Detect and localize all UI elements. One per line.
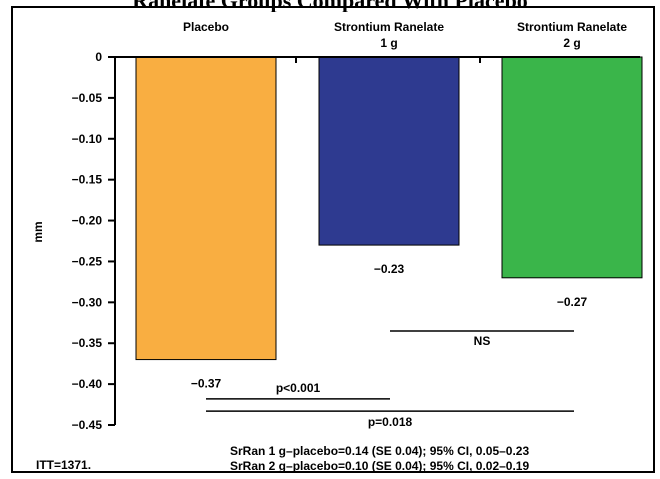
bar-2 (501, 56, 643, 279)
y-tick-label-5: −0.25 (72, 254, 103, 268)
data-label-0: −0.37 (191, 377, 222, 391)
itt-note: ITT=1371. (36, 458, 92, 472)
y-tick-label-0: 0 (95, 50, 102, 64)
category-label-1-line-0: Strontium Ranelate (334, 20, 444, 34)
y-tick-label-4: −0.20 (72, 214, 103, 228)
bar-1 (318, 56, 460, 246)
y-tick-label-9: −0.45 (72, 418, 103, 432)
difference-note-2g: SrRan 2 g–placebo=0.10 (SE 0.04); 95% CI… (230, 459, 530, 473)
bar-0 (135, 56, 277, 361)
category-label-0: Placebo (183, 20, 229, 34)
y-tick-label-6: −0.30 (72, 295, 103, 309)
comparison-label-1: p<0.001 (276, 381, 321, 395)
y-tick-label-3: −0.15 (72, 173, 103, 187)
y-axis-label: mm (31, 221, 45, 242)
category-label-1-line-1: 1 g (380, 36, 397, 50)
y-tick-label-8: −0.40 (72, 377, 103, 391)
y-tick-label-1: −0.05 (72, 91, 103, 105)
y-tick-label-7: −0.35 (72, 336, 103, 350)
chart-frame (11, 6, 655, 473)
data-label-2: −0.27 (557, 295, 588, 309)
comparison-label-0: NS (474, 334, 491, 348)
category-label-2-line-0: Strontium Ranelate (517, 20, 627, 34)
category-label-2-line-1: 2 g (563, 36, 580, 50)
y-tick-label-2: −0.10 (72, 132, 103, 146)
comparison-label-2: p=0.018 (368, 415, 413, 429)
difference-note-1g: SrRan 1 g–placebo=0.14 (SE 0.04); 95% CI… (230, 444, 530, 458)
data-label-1: −0.23 (374, 262, 405, 276)
